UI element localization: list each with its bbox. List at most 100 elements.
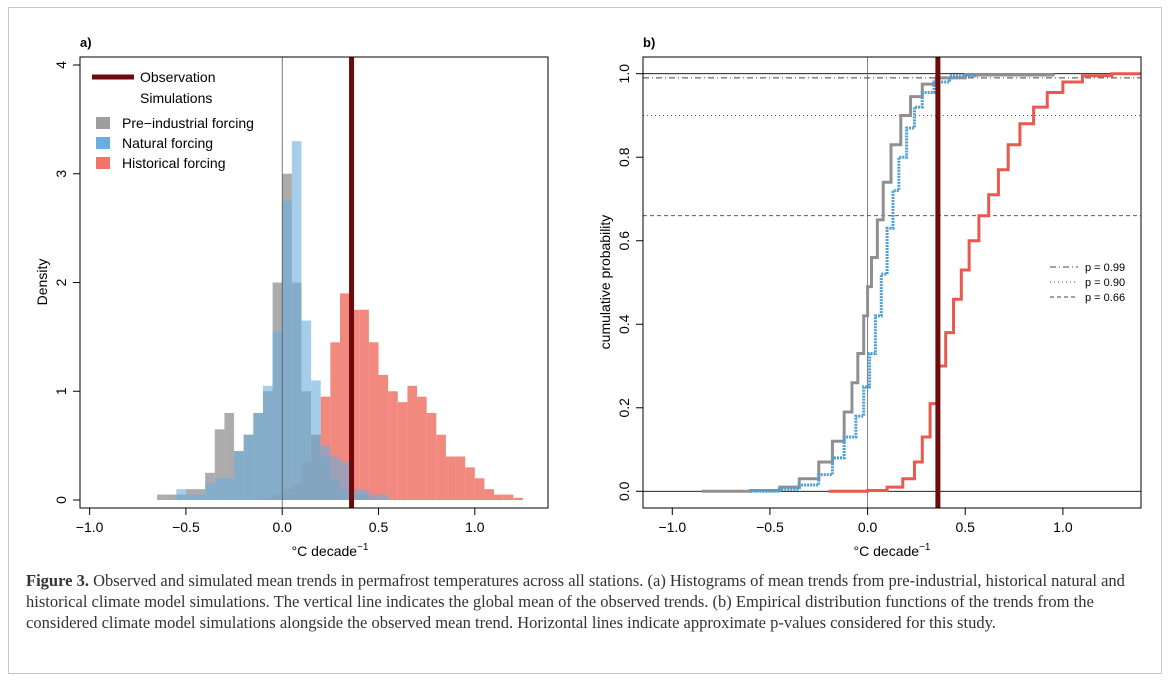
bar-historical-forcing-10 — [359, 309, 369, 500]
bar-historical-forcing-12 — [378, 374, 389, 500]
bar-natural-forcing-21 — [378, 494, 389, 500]
bar-historical-forcing-21 — [465, 467, 475, 501]
panel-a-y-axis-label: Density — [34, 259, 50, 306]
bar-historical-forcing-25 — [503, 494, 514, 500]
y-tick-label-a-3: 3 — [53, 170, 69, 178]
bar-historical-forcing-9 — [349, 309, 360, 500]
x-tick-label-a-0: −1.0 — [76, 519, 104, 535]
x-tick-label-b-2: 0.0 — [858, 519, 878, 535]
bar-historical-forcing-22 — [474, 478, 485, 500]
panel-b-y-axis-label: cumulative probability — [597, 215, 613, 350]
bar-natural-forcing-1 — [185, 494, 196, 500]
bar-pre-industrial-forcing-7 — [224, 413, 235, 500]
bar-historical-forcing-19 — [445, 456, 456, 500]
legend-observation-label: Observation — [140, 69, 215, 85]
bar-natural-forcing-19 — [359, 489, 369, 501]
legend-preindustrial-label: Pre−industrial forcing — [122, 115, 254, 131]
bar-natural-forcing-13 — [301, 320, 312, 500]
bar-historical-forcing-26 — [513, 497, 523, 500]
x-tick-label-a-3: 0.5 — [369, 519, 389, 535]
panel-a-y-axis: 0 1 2 3 4 — [53, 61, 81, 504]
legend-ref-label-0: p = 0.99 — [1085, 262, 1125, 274]
bar-natural-forcing-3 — [205, 483, 215, 500]
y-tick-label-b-5: 1.0 — [616, 64, 632, 84]
bar-historical-forcing-14 — [397, 402, 408, 501]
ecdf-line-historical — [828, 72, 1141, 493]
bar-natural-forcing-14 — [311, 380, 321, 501]
legend-ref-label-2: p = 0.66 — [1085, 292, 1125, 304]
bar-natural-forcing-17 — [340, 461, 350, 500]
bar-pre-industrial-forcing-0 — [157, 494, 167, 500]
panel-a-label: a) — [80, 35, 92, 50]
bar-historical-forcing-15 — [407, 385, 418, 500]
caption-label: Figure 3. — [26, 571, 89, 590]
bar-historical-forcing-13 — [388, 391, 398, 500]
bar-historical-forcing-7 — [330, 342, 340, 500]
y-tick-label-b-2: 0.4 — [616, 314, 632, 334]
x-tick-label-a-2: 0.0 — [272, 519, 292, 535]
x-tick-label-b-3: 0.5 — [956, 519, 976, 535]
bar-historical-forcing-23 — [484, 489, 495, 501]
figure-svg: a) −1.0 −0.5 0.0 0.5 1.0 0 1 2 3 4 °C decade−1 D… — [34, 35, 1142, 559]
bar-natural-forcing-10 — [272, 331, 283, 500]
y-tick-label-b-1: 0.2 — [616, 398, 632, 418]
ecdf-line-natural — [750, 73, 977, 493]
bar-natural-forcing-18 — [349, 489, 360, 501]
bar-natural-forcing-4 — [214, 478, 225, 500]
y-tick-label-a-1: 1 — [53, 387, 69, 395]
x-axis-label-exponent: −1 — [919, 542, 931, 553]
bar-historical-forcing-24 — [494, 494, 504, 500]
x-tick-label-a-4: 1.0 — [465, 519, 485, 535]
bar-natural-forcing-5 — [224, 478, 235, 500]
x-tick-label-b-4: 1.0 — [1053, 519, 1073, 535]
bar-natural-forcing-8 — [253, 413, 263, 500]
bar-historical-forcing-20 — [455, 456, 466, 500]
panel-b-plot-box — [642, 56, 1142, 509]
bar-historical-forcing-17 — [426, 413, 437, 500]
legend-natural-swatch — [96, 137, 110, 149]
panel-a-histogram: a) −1.0 −0.5 0.0 0.5 1.0 0 1 2 3 4 °C decade−1 D… — [34, 35, 549, 559]
panel-a-x-axis-label: °C decade−1 — [292, 542, 369, 559]
bar-natural-forcing-9 — [262, 385, 273, 500]
panel-b-label: b) — [643, 35, 655, 50]
bar-pre-industrial-forcing-1 — [166, 494, 177, 500]
bar-natural-forcing-0 — [176, 489, 186, 501]
panel-b-ecdf: b) −1.0 −0.5 0.0 0.5 1.0 0.00.20.40.60.81.0 … — [597, 35, 1142, 559]
panel-b-legend: p = 0.99 p = 0.90 p = 0.66 — [1050, 262, 1125, 304]
legend-historical-swatch — [96, 157, 110, 169]
y-tick-label-b-0: 0.0 — [616, 481, 632, 501]
y-tick-label-a-0: 0 — [53, 496, 69, 504]
figure-frame — [8, 7, 1162, 674]
bar-natural-forcing-6 — [234, 451, 244, 500]
bar-natural-forcing-7 — [243, 434, 254, 500]
y-tick-label-a-4: 4 — [53, 61, 69, 69]
panel-b-x-axis-label: °C decade−1 — [854, 542, 931, 559]
bar-natural-forcing-16 — [330, 456, 340, 500]
y-tick-label-b-4: 0.8 — [616, 147, 632, 167]
bar-pre-industrial-forcing-6 — [214, 429, 225, 500]
bar-natural-forcing-11 — [282, 200, 292, 500]
y-tick-label-a-2: 2 — [53, 278, 69, 286]
bar-natural-forcing-20 — [368, 494, 379, 500]
panel-b-x-axis: −1.0 −0.5 0.0 0.5 1.0 — [658, 507, 1073, 535]
bar-natural-forcing-2 — [195, 494, 206, 500]
y-tick-label-b-3: 0.6 — [616, 231, 632, 251]
ecdf-line-preindustrial — [701, 73, 1055, 493]
legend-preindustrial-swatch — [96, 117, 110, 129]
bar-historical-forcing-8 — [340, 293, 350, 501]
figure-caption: Figure 3. Observed and simulated mean tr… — [26, 570, 1146, 633]
x-axis-label-exponent: −1 — [357, 542, 369, 553]
caption-text: Observed and simulated mean trends in pe… — [26, 571, 1125, 632]
bar-historical-forcing-11 — [368, 342, 379, 500]
panel-a-legend: Observation Simulations Pre−industrial f… — [92, 69, 254, 171]
legend-simulations-header: Simulations — [140, 90, 212, 106]
bar-historical-forcing-16 — [417, 396, 427, 500]
legend-ref-label-1: p = 0.90 — [1085, 277, 1125, 289]
x-tick-label-a-1: −0.5 — [172, 519, 200, 535]
x-tick-label-b-0: −1.0 — [658, 519, 686, 535]
bar-historical-forcing-18 — [436, 434, 446, 500]
panel-a-x-axis: −1.0 −0.5 0.0 0.5 1.0 — [76, 507, 485, 535]
panel-a-bars — [157, 57, 523, 508]
panel-b-reference-lines — [643, 57, 1141, 508]
panel-b-ecdf-curves — [701, 72, 1141, 493]
